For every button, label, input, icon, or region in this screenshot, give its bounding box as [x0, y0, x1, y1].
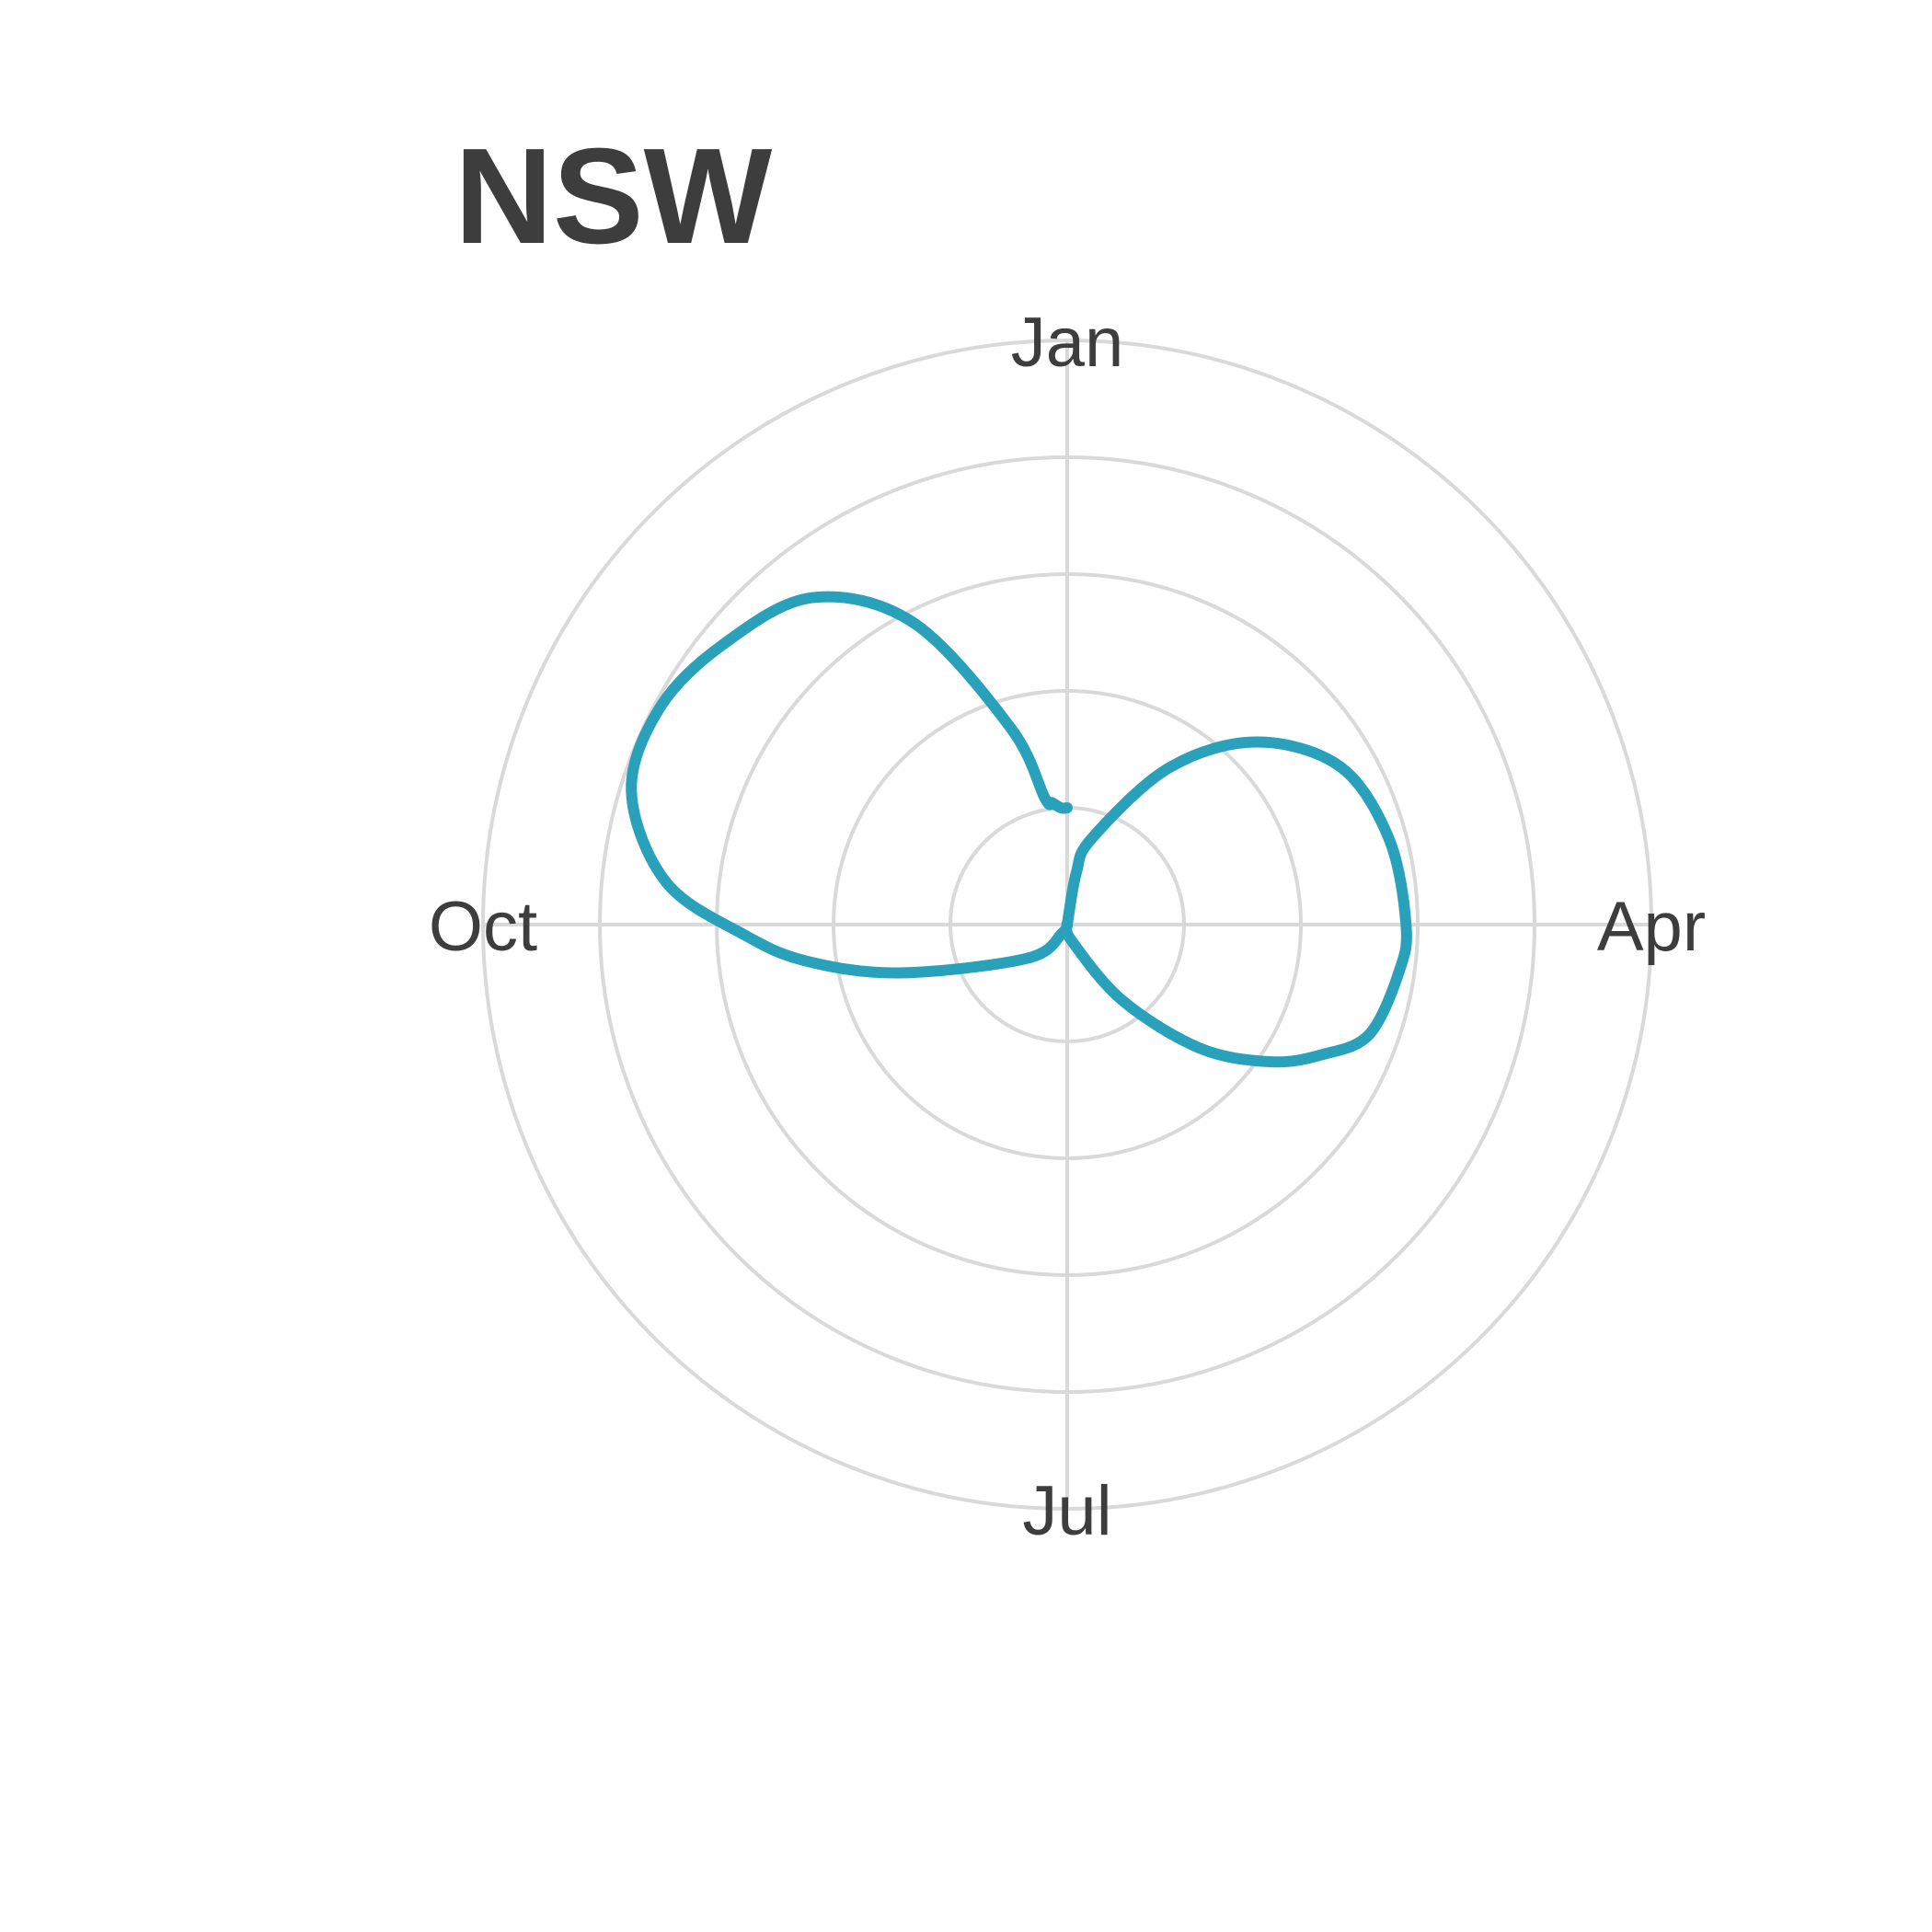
month-label-apr: Apr	[1597, 888, 1706, 966]
month-label-oct: Oct	[429, 888, 537, 966]
chart-title: NSW	[454, 121, 773, 272]
series-layer	[626, 591, 1412, 1068]
month-label-jul: Jul	[1022, 1472, 1111, 1550]
series-line-0	[626, 591, 1412, 1068]
month-label-jan: Jan	[1011, 304, 1124, 382]
month-labels: Jan Apr Jul Oct	[429, 304, 1706, 1550]
polar-grid	[481, 339, 1653, 1511]
